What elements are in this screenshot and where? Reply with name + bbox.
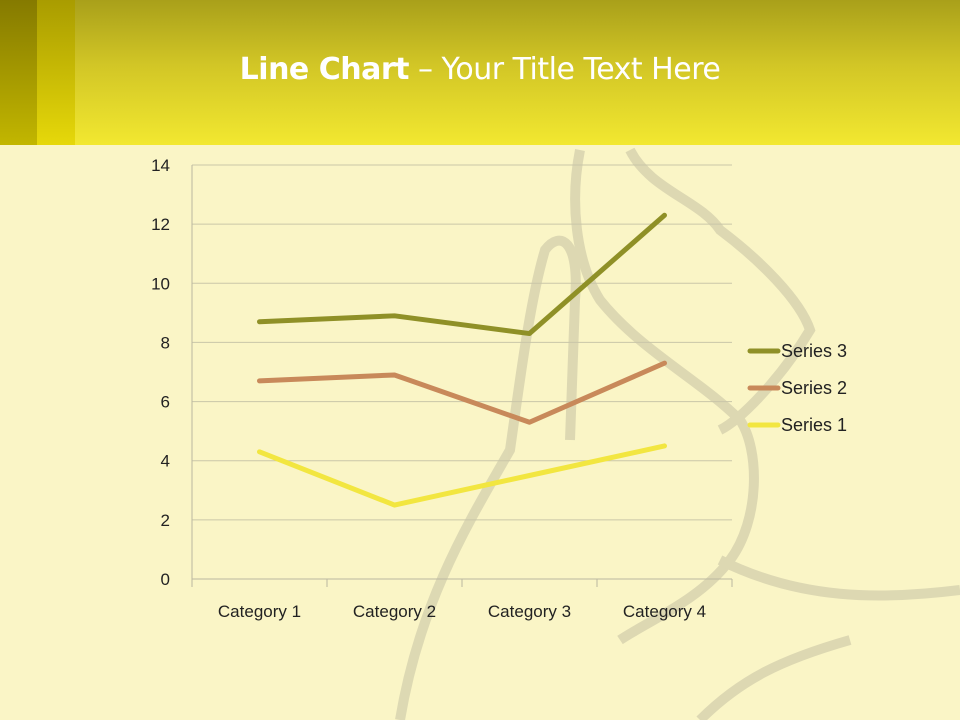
- background-illustration: [395, 147, 960, 720]
- y-tick-label: 6: [161, 393, 170, 412]
- x-tick-label: Category 2: [353, 602, 436, 621]
- banner-stripe: [37, 0, 75, 145]
- title-rest: – Your Title Text Here: [408, 52, 721, 87]
- x-tick-label: Category 1: [218, 602, 301, 621]
- y-tick-label: 8: [161, 333, 170, 352]
- y-tick-label: 10: [151, 274, 170, 293]
- gridlines: [192, 164, 732, 521]
- y-tick-label: 2: [161, 511, 170, 530]
- series-line-3: [257, 212, 667, 337]
- title-banner: Line Chart – Your Title Text Here: [0, 0, 960, 145]
- legend-label: Series 1: [781, 415, 847, 435]
- series-line-1: [257, 443, 667, 508]
- slide-title: Line Chart – Your Title Text Here: [0, 52, 960, 87]
- y-tick-label: 14: [151, 156, 170, 175]
- axes: 0 2 4 6 8 10 12 14 Category 1 Category 2 Category …: [151, 156, 733, 621]
- title-bold: Line Chart: [239, 52, 410, 87]
- y-tick-label: 4: [161, 452, 170, 471]
- series-line-2: [257, 360, 667, 425]
- x-tick-label: Category 4: [623, 602, 706, 621]
- x-tick-label: Category 3: [488, 602, 571, 621]
- y-tick-label: 0: [161, 570, 170, 589]
- legend-label: Series 3: [781, 341, 847, 361]
- series-lines: [257, 212, 667, 508]
- banner-stripe: [0, 0, 37, 145]
- legend: Series 3 Series 2 Series 1: [747, 341, 847, 435]
- y-tick-label: 12: [151, 215, 170, 234]
- legend-label: Series 2: [781, 378, 847, 398]
